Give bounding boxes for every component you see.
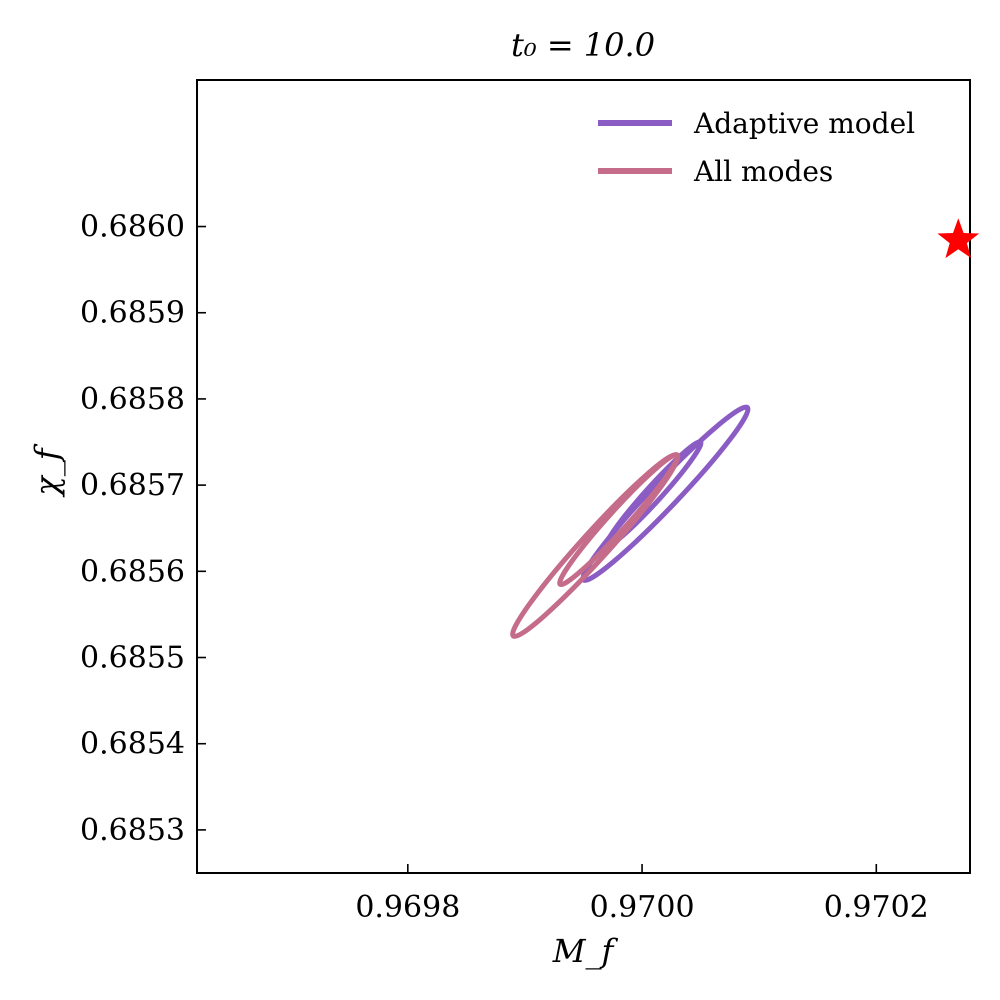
- y-tick-label: 0.6855: [80, 641, 185, 676]
- x-tick-label: 0.9702: [824, 890, 929, 925]
- y-tick-label: 0.6857: [80, 468, 185, 503]
- y-tick-label: 0.6853: [80, 813, 185, 848]
- legend: Adaptive model All modes: [598, 107, 915, 188]
- contour-all-modes-2: [557, 452, 681, 588]
- y-tick-label: 0.6858: [80, 382, 185, 417]
- star-icon: [937, 218, 980, 259]
- x-axis-label: M_f: [552, 932, 619, 970]
- legend-label: All modes: [693, 155, 833, 188]
- contours: [510, 404, 751, 639]
- y-tick-label: 0.6859: [80, 296, 185, 331]
- axes: [196, 79, 971, 874]
- true-value-marker: [937, 218, 980, 259]
- chart-title: t₀ = 10.0: [511, 26, 655, 64]
- legend-label: Adaptive model: [693, 107, 915, 140]
- y-tick-label: 0.6854: [80, 727, 185, 762]
- ticks: 0.9698 0.9700 0.9702 0.6853 0.6854 0.6855 0.68…: [80, 210, 929, 925]
- x-tick-label: 0.9700: [590, 890, 695, 925]
- y-tick-label: 0.6860: [80, 210, 185, 245]
- y-tick-label: 0.6856: [80, 554, 185, 589]
- x-tick-label: 0.9698: [355, 890, 460, 925]
- plot-frame: [196, 79, 971, 874]
- y-axis-label: χ_f: [28, 443, 66, 497]
